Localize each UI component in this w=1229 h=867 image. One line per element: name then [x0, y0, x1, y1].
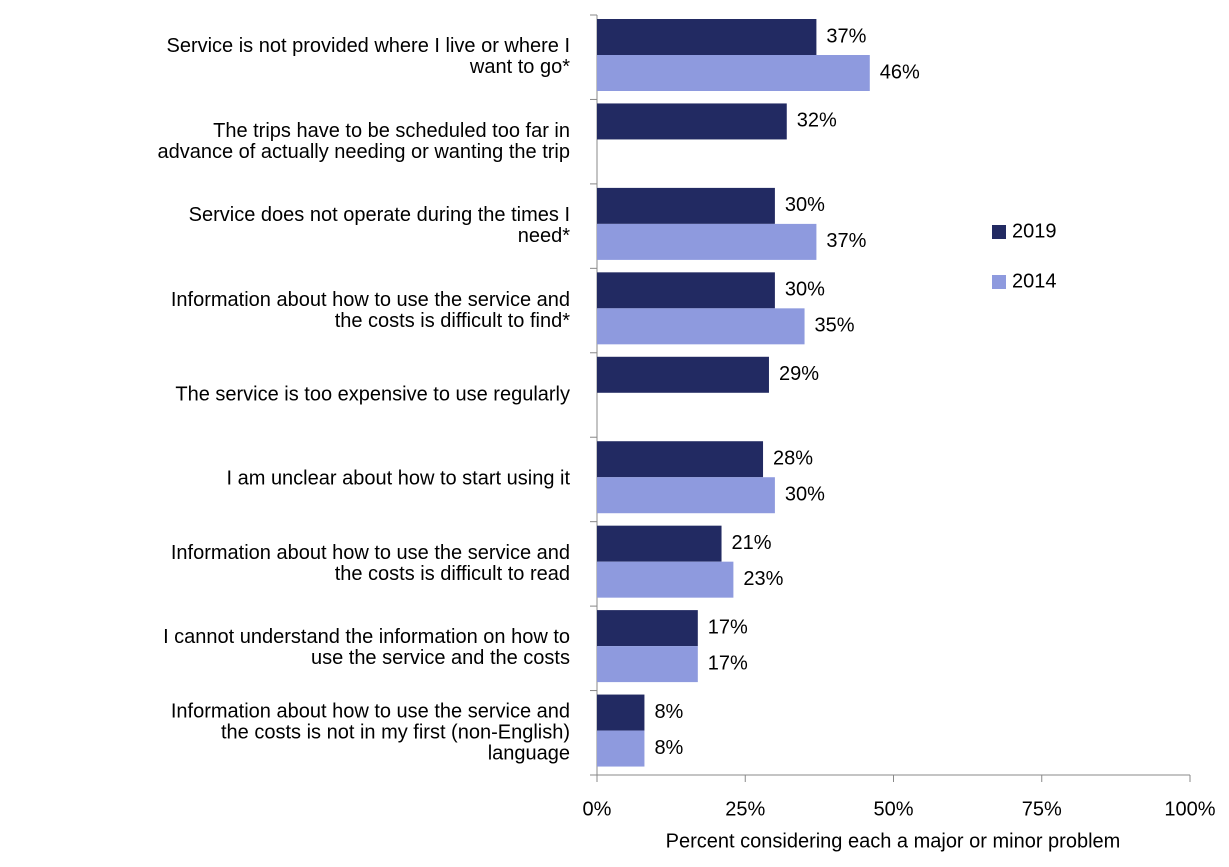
data-label: 30%	[785, 484, 825, 506]
bar	[597, 694, 645, 731]
bar	[597, 103, 787, 140]
category-label: I am unclear about how to start using it	[226, 467, 570, 490]
category-label: Service does not operate during the time…	[188, 204, 570, 248]
data-label: 37%	[826, 230, 866, 252]
data-label: 29%	[779, 363, 819, 385]
data-label: 35%	[815, 315, 855, 337]
x-axis-title: Percent considering each a major or mino…	[666, 830, 1121, 852]
x-tick-label: 50%	[873, 798, 913, 820]
x-tick-label: 0%	[583, 798, 612, 820]
bar	[597, 610, 698, 647]
data-label: 8%	[654, 701, 683, 723]
data-label: 37%	[826, 25, 866, 47]
bar	[597, 187, 775, 224]
bar	[597, 308, 805, 345]
category-label: I cannot understand the information on h…	[163, 626, 570, 670]
data-label: 17%	[708, 616, 748, 638]
legend-label: 2014	[1012, 270, 1057, 292]
data-label: 8%	[654, 737, 683, 759]
category-label: Information about how to use the service…	[170, 288, 570, 332]
legend-swatch	[992, 275, 1006, 289]
bar	[597, 646, 698, 683]
legend-label: 2019	[1012, 220, 1057, 242]
bar	[597, 730, 645, 767]
category-label: Information about how to use the service…	[170, 541, 570, 585]
category-label: The trips have to be scheduled too far i…	[157, 119, 571, 163]
category-label: Service is not provided where I live or …	[166, 35, 570, 79]
bar	[597, 477, 775, 514]
bar	[597, 55, 870, 91]
data-label: 30%	[785, 279, 825, 301]
data-label: 21%	[732, 532, 772, 554]
x-tick-label: 75%	[1022, 798, 1062, 820]
data-label: 28%	[773, 448, 813, 470]
x-tick-label: 100%	[1164, 798, 1215, 820]
data-label: 32%	[797, 110, 837, 132]
bar	[597, 272, 775, 309]
legend-swatch	[992, 225, 1006, 239]
bar	[597, 223, 817, 260]
category-label: The service is too expensive to use regu…	[175, 383, 570, 406]
category-label: Information about how to use the service…	[170, 700, 570, 765]
bar	[597, 561, 734, 598]
data-label: 17%	[708, 652, 748, 674]
bar	[597, 525, 722, 562]
data-label: 46%	[880, 61, 920, 83]
data-label: 23%	[743, 568, 783, 590]
x-tick-label: 25%	[725, 798, 765, 820]
bar	[597, 19, 817, 55]
bar	[597, 356, 769, 393]
bar	[597, 441, 764, 478]
data-label: 30%	[785, 194, 825, 216]
